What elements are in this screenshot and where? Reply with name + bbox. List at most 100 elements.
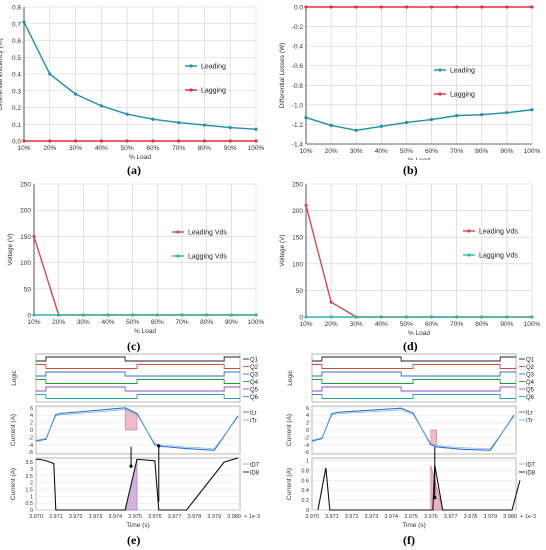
current-tick-label: 2 (306, 421, 309, 427)
data-point (202, 123, 207, 127)
logic-trace (36, 386, 240, 392)
diode-tick-label: 0 (30, 508, 33, 514)
xtick-label: 30% (77, 319, 90, 326)
logic-trace (312, 356, 516, 362)
ytick-label: 50 (296, 288, 304, 295)
data-point (480, 315, 484, 319)
y-axis-label: Differential Losses (W) (279, 43, 286, 109)
sublabel-a: (a) (127, 163, 141, 177)
data-point (155, 313, 159, 317)
legend-marker (176, 254, 180, 258)
data-point (81, 313, 85, 317)
xtick-label: 100% (248, 319, 265, 326)
xtick-label: 3.972 (69, 514, 83, 520)
diode-tick-label: 0.2 (301, 498, 309, 504)
series-line-1 (23, 21, 257, 130)
data-point (99, 104, 103, 108)
logic-trace (36, 364, 240, 369)
data-point (228, 126, 232, 130)
data-point (505, 315, 509, 319)
data-point (125, 112, 129, 116)
data-point (151, 117, 155, 121)
logic-legend-label: Q2 (250, 365, 259, 371)
xtick-label: 100% (524, 321, 541, 328)
xtick-label: 10% (299, 148, 312, 155)
x-axis-label: % Load (408, 157, 430, 160)
diode-axis-label: Current (A) (286, 468, 293, 500)
diode-tick-label: 3.5 (25, 460, 33, 466)
current-trace-iTr (311, 409, 515, 450)
xtick-label: 3.977 (444, 514, 458, 520)
current-tick-label: -2 (28, 435, 33, 441)
diode-tick-label: 0 (306, 508, 309, 514)
diode-tick-label: 3 (30, 467, 33, 473)
data-point (22, 20, 26, 24)
annotation-arrowhead (433, 496, 437, 500)
xtick-label: 80% (475, 148, 488, 155)
data-point (304, 203, 308, 207)
xtick-label: 3.975 (404, 514, 418, 520)
data-point (32, 234, 36, 238)
diode-axis-label: Current (A) (10, 468, 17, 500)
current-tick-label: 6 (30, 406, 33, 412)
xtick-label: 100% (524, 148, 541, 155)
data-point (177, 139, 181, 143)
data-point (106, 313, 110, 317)
chart-a: 0.0 0.1 0.2 0.3 0.4 0.5 0.6 0.7 0.8 10% 20% 30% 40% 5… (0, 5, 265, 161)
xtick-label: 50% (121, 145, 134, 152)
data-point (304, 5, 308, 9)
data-point (329, 300, 333, 304)
current-legend-label: iTr (250, 419, 257, 425)
current-tick-label: -4 (304, 443, 309, 449)
xtick-label: 50% (126, 319, 139, 326)
xtick-label: + 1e-3 (244, 514, 260, 520)
ytick-label: -1.0 (292, 102, 304, 109)
annotation-arrowhead (157, 444, 161, 448)
data-point (354, 5, 358, 9)
ytick-label: 150 (292, 235, 303, 242)
logic-trace (36, 371, 240, 377)
xtick-label: 3.976 (148, 514, 162, 520)
xtick-label: 3.971 (49, 514, 63, 520)
legend-label: Leading (450, 68, 475, 75)
xtick-label: 50% (400, 321, 413, 328)
ytick-label: 0.2 (12, 105, 21, 112)
legend-label: Lagging Vds (479, 253, 518, 260)
data-point (329, 123, 333, 128)
ytick-label: 100 (20, 260, 31, 267)
current-tick-label: 4 (306, 413, 309, 419)
xtick-label: 10% (17, 145, 30, 152)
xtick-label: 100% (248, 145, 265, 152)
xtick-label: 3.980 (503, 514, 517, 520)
y-axis-label: Voltage (V) (279, 234, 286, 266)
logic-legend-label: Q3 (526, 373, 535, 379)
logic-legend-label: Q6 (526, 395, 535, 401)
legend-label: Lagging (201, 88, 226, 95)
data-point (530, 5, 534, 9)
ytick-label: 0.0 (12, 139, 21, 146)
ytick-label: 0.4 (12, 72, 21, 79)
ytick-label: -1.4 (292, 142, 304, 149)
data-point (228, 139, 232, 143)
series-line-1 (33, 236, 256, 316)
data-point (455, 114, 459, 118)
logic-trace (312, 394, 516, 399)
logic-frame (35, 353, 241, 403)
chart-d: 0 50 100 150 200 250 10% 20% 30% 40% 50% 60% 70% 80% 9… (279, 182, 541, 338)
legend-marker (467, 253, 471, 257)
logic-legend-label: Q5 (250, 388, 259, 394)
x-axis-label: % Load (134, 328, 156, 335)
legend-label: Leading Vds (479, 229, 518, 236)
xtick-label: 3.974 (108, 514, 122, 520)
xtick-label: 3.973 (365, 514, 379, 520)
xtick-label: 70% (450, 321, 463, 328)
xtick-label: 40% (101, 319, 114, 326)
diode-tick-label: 0.4 (301, 488, 309, 494)
logic-legend-label: Q4 (250, 380, 259, 386)
diode-tick-label: 1.5 (25, 487, 33, 493)
data-point (48, 139, 52, 143)
diode-frame (311, 457, 517, 511)
legend-marker (189, 88, 193, 92)
logic-trace (312, 364, 516, 369)
data-point (131, 313, 135, 317)
